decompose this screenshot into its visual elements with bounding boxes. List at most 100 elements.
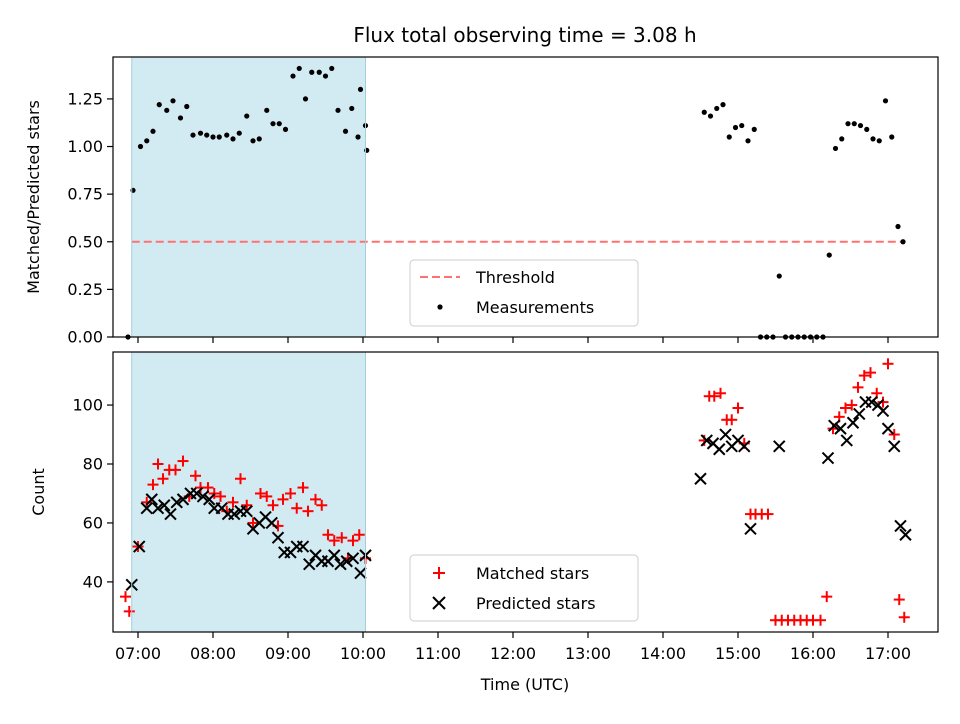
predicted-star-point xyxy=(821,451,835,465)
x-tick-label: 07:00 xyxy=(115,644,161,663)
measurement-point xyxy=(895,223,901,230)
measurement-point xyxy=(832,145,839,152)
matched-star-point xyxy=(247,517,259,529)
predicted-star-point xyxy=(140,502,153,515)
top-y-axis-label: Matched/Predicted stars xyxy=(24,100,43,294)
measurement-point xyxy=(726,134,732,140)
measurement-point xyxy=(739,122,745,129)
measurement-point xyxy=(309,69,315,75)
predicted-star-point xyxy=(744,522,757,536)
matched-star-point xyxy=(152,458,164,470)
measurement-point xyxy=(882,98,889,104)
measurement-point xyxy=(776,273,782,279)
predicted-star-point xyxy=(334,558,347,571)
predicted-star-point xyxy=(340,555,353,568)
x-tick-label: 12:00 xyxy=(490,644,536,663)
measurement-point xyxy=(236,130,242,136)
matched-star-point xyxy=(147,479,159,491)
measurement-point xyxy=(732,124,739,131)
x-tick-label: 10:00 xyxy=(340,644,386,663)
measurement-point xyxy=(296,65,302,72)
measurement-point xyxy=(264,107,270,113)
top-y-tick-label: 0.50 xyxy=(67,232,103,251)
predicted-star-point xyxy=(354,566,367,580)
matched-star-point xyxy=(715,387,726,399)
measurement-point xyxy=(355,134,361,140)
bottom-shaded-interval xyxy=(131,352,366,632)
predicted-star-point xyxy=(888,440,901,453)
predicted-star-point xyxy=(145,493,158,506)
measurement-point xyxy=(845,121,851,127)
matched-star-point xyxy=(821,591,833,603)
top-y-ticks: 0.00 0.25 0.50 0.75 1.00 1.25 xyxy=(67,89,113,347)
predicted-star-point xyxy=(881,422,895,435)
predicted-star-point xyxy=(265,516,278,530)
matched-star-point xyxy=(888,429,900,441)
predicted-star-point xyxy=(190,487,203,500)
bottom-panel: 40 60 80 100 07:00 08:00 09:00 10:00 11:00 12:00… xyxy=(29,351,939,694)
predicted-star-point xyxy=(164,507,177,521)
measurement-point xyxy=(302,96,309,102)
measurement-point xyxy=(889,134,895,140)
x-tick-label: 13:00 xyxy=(565,644,611,663)
measurement-point xyxy=(144,138,150,144)
measurement-point xyxy=(701,109,707,115)
predicted-star-point xyxy=(894,519,907,533)
measurement-point xyxy=(164,107,170,113)
matched-star-point xyxy=(302,505,314,517)
x-tick-label: 16:00 xyxy=(790,644,836,663)
matched-star-point xyxy=(123,605,135,617)
measurement-point xyxy=(204,132,210,138)
measurement-point xyxy=(137,143,144,150)
measurement-point xyxy=(335,107,341,113)
matched-star-point xyxy=(882,358,894,370)
x-tick-label: 08:00 xyxy=(190,644,236,663)
matched-star-point xyxy=(328,535,340,547)
measurement-point xyxy=(876,138,882,144)
predicted-star-point xyxy=(840,434,853,447)
predicted-star-point xyxy=(296,540,310,553)
bottom-plot-frame xyxy=(112,351,939,633)
top-panel: 0.00 0.25 0.50 0.75 1.00 1.25 Matched/Predict… xyxy=(24,56,939,347)
matched-star-point xyxy=(267,499,279,511)
matched-star-point xyxy=(877,396,889,408)
matched-star-point xyxy=(241,499,253,511)
predicted-star-point xyxy=(876,404,890,418)
predicted-star-point xyxy=(719,428,732,441)
matched-star-point xyxy=(291,502,303,514)
predicted-star-point xyxy=(203,493,216,506)
legend-measurements-label: Measurements xyxy=(476,298,594,317)
predicted-star-point xyxy=(228,507,241,521)
measurement-point xyxy=(184,103,190,110)
bottom-y-tick-label: 40 xyxy=(83,572,103,591)
matched-star-point xyxy=(190,470,201,482)
predicted-star-point xyxy=(738,440,751,453)
chart-title: Flux total observing time = 3.08 h xyxy=(353,23,696,47)
matched-star-point xyxy=(285,487,296,499)
matched-star-point xyxy=(726,414,738,426)
matched-star-point xyxy=(120,591,131,603)
measurement-point xyxy=(720,102,726,108)
legend-measurements-swatch xyxy=(437,304,443,310)
legend-predicted-swatch xyxy=(432,596,446,610)
measurement-point xyxy=(349,105,355,112)
x-tick-label: 15:00 xyxy=(715,644,761,663)
measurement-point xyxy=(276,121,282,127)
matched-star-point xyxy=(708,390,720,402)
predicted-star-point xyxy=(151,502,165,515)
top-y-tick-label: 1.25 xyxy=(67,89,103,108)
matched-star-point xyxy=(336,532,348,544)
measurement-point xyxy=(250,138,256,144)
matched-star-point xyxy=(762,508,774,520)
bottom-y-axis-label: Count xyxy=(29,468,48,516)
predicted-stars-points xyxy=(125,395,912,592)
matched-star-point xyxy=(865,367,876,379)
measurement-points xyxy=(125,65,906,340)
matched-star-point xyxy=(322,529,334,541)
matched-star-point xyxy=(852,381,864,393)
predicted-star-point xyxy=(828,419,841,432)
bottom-y-tick-label: 80 xyxy=(83,455,103,474)
top-y-tick-label: 0.00 xyxy=(67,328,103,347)
matched-star-point xyxy=(215,490,226,502)
